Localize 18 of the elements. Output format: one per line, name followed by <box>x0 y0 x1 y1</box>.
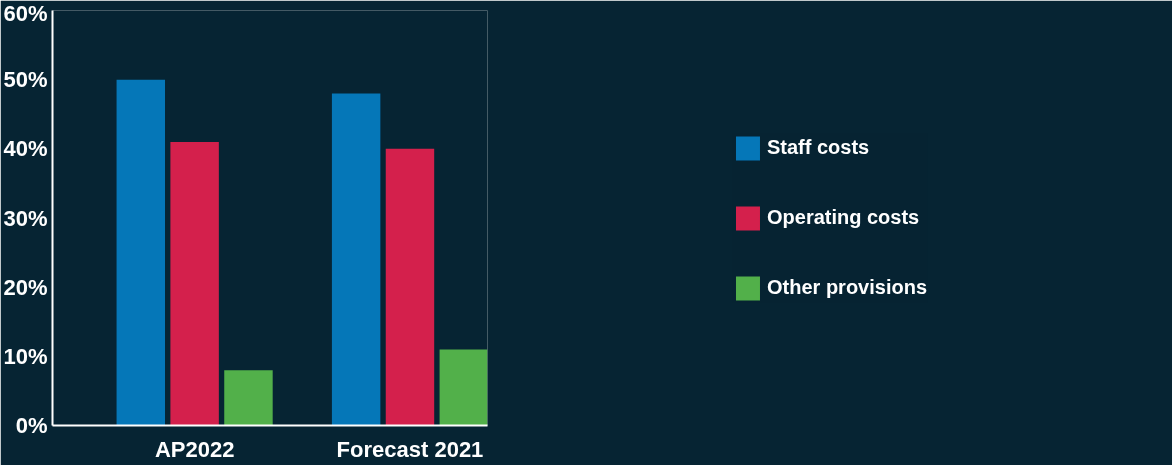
x-tick-label: AP2022 <box>154 436 235 462</box>
y-tick-label: 20% <box>3 274 48 300</box>
bar <box>439 349 488 426</box>
bar <box>331 93 381 426</box>
bar <box>224 370 273 426</box>
legend-label: Other provisions <box>766 276 928 299</box>
y-tick-label: 30% <box>3 205 48 231</box>
legend-label: Operating costs <box>766 206 920 229</box>
bar <box>385 148 435 426</box>
bar <box>116 79 166 426</box>
bar <box>170 141 219 426</box>
y-tick-label: 0% <box>15 413 48 438</box>
y-tick-label: 40% <box>3 136 48 162</box>
x-tick-label: Forecast 2021 <box>336 436 484 462</box>
y-tick-label: 60% <box>3 0 48 26</box>
y-tick-label: 50% <box>3 67 48 93</box>
legend-label: Staff costs <box>766 136 870 159</box>
y-tick-label: 10% <box>3 343 48 369</box>
